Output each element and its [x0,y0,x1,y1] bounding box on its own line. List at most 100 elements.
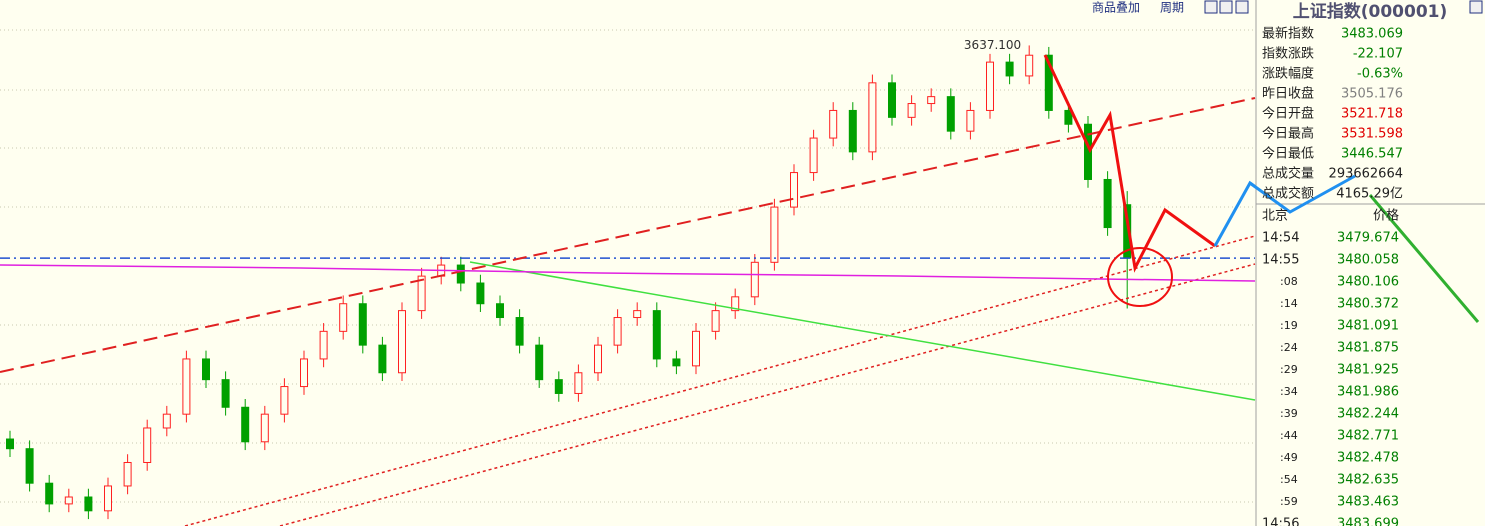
candle-body [888,82,896,118]
candle-body [84,496,93,512]
candle-body [966,109,975,132]
icon-button[interactable] [1219,0,1233,14]
candle-body [711,310,720,332]
candle-body [652,310,661,360]
tick-price: 3483.699 [1337,517,1399,526]
peak-annotation: 3637.100 [964,38,1021,52]
tick-time: :29 [1280,363,1298,376]
candle-body [260,413,269,443]
candle-body [907,103,916,118]
quote-value: 4165.29亿 [1336,187,1403,202]
candle-body [339,303,348,332]
candle-body [358,303,367,346]
quote-label: 今日最高 [1262,126,1314,142]
candle-body [319,330,328,360]
tick-time: :19 [1280,319,1298,332]
candle-body [476,282,485,305]
quote-value: 3483.069 [1341,27,1403,42]
candle-body [496,303,504,319]
tick-price: 3480.058 [1337,253,1399,268]
tick-price: 3482.635 [1337,473,1399,488]
candle-body [633,310,642,319]
tick-time: :54 [1280,473,1298,486]
candle-body [1064,109,1073,125]
icon-button[interactable] [1469,0,1483,14]
tick-header: 价格 [1373,208,1399,224]
candle-body [456,264,465,284]
candle-body [398,310,406,374]
candle-body [594,344,602,374]
candle-body [554,379,563,394]
quote-value: -22.107 [1353,47,1403,62]
tick-price: 3481.875 [1337,341,1399,356]
quote-label: 今日最低 [1262,146,1314,162]
arrow-path [1249,174,1356,214]
candle-body [535,344,544,381]
tick-header: 北京 [1262,209,1288,224]
candle-body [6,438,14,450]
tick-price: 3481.925 [1337,363,1399,378]
candle-body [123,461,132,487]
candles [0,45,1255,520]
tick-price: 3482.771 [1337,429,1399,444]
highlight-circle [1107,247,1173,307]
candle-body [692,330,700,367]
candle-body [45,482,54,505]
candle-body [241,406,250,443]
candle-body [1025,54,1034,77]
candle-body [1084,123,1092,180]
icon-button[interactable] [1204,0,1218,14]
candle-body [574,372,583,394]
candle-body [182,358,191,415]
candle-body [280,386,289,415]
tick-price: 3479.674 [1337,231,1399,246]
tick-time: 14:55 [1262,253,1299,268]
toolbar-button[interactable]: 周期 [1160,1,1184,15]
tick-time: :24 [1280,341,1298,354]
candle-body [378,344,387,374]
tick-price: 3483.463 [1337,495,1399,510]
candle-body [986,61,994,111]
candle-body [868,82,877,153]
candle-body [750,261,759,298]
tick-time: :39 [1280,407,1298,420]
tick-time: 14:54 [1262,231,1299,246]
toolbar-button[interactable]: 商品叠加 [1092,0,1140,15]
tick-price: 3482.478 [1337,451,1399,466]
toolbar-icons [1204,0,1483,14]
candle-body [300,358,308,388]
icon-button[interactable] [1235,0,1249,14]
candle-body [1005,61,1014,77]
quote-label: 最新指数 [1262,26,1314,42]
arrow-path [1043,54,1216,273]
quote-value: 293662664 [1329,167,1403,182]
candle-body [515,317,524,346]
candle-body [927,96,936,105]
trendline [184,235,1256,526]
moving-average [0,264,1256,282]
candle-body [1044,54,1053,111]
candle-body [829,109,838,139]
tick-time: :59 [1280,495,1298,508]
quote-label: 指数涨跌 [1262,46,1314,62]
quote-value: 3446.547 [1341,147,1403,162]
candle-body [613,317,622,346]
trendline [279,263,1256,526]
tick-time: :34 [1280,385,1298,398]
quote-label: 总成交量 [1262,166,1314,182]
candle-body [162,413,171,429]
candle-body [809,137,818,174]
candle-body [672,358,681,367]
tick-time: :44 [1280,429,1298,442]
tick-price: 3481.986 [1337,385,1399,400]
side-panel [1256,0,1485,526]
candle-body [221,379,230,408]
candle-body [25,448,34,484]
candle-body [104,485,112,512]
candle-body [1103,178,1112,229]
candle-body [946,96,955,132]
candle-body [143,427,152,463]
quote-value: 3531.598 [1341,127,1403,142]
tick-price: 3481.091 [1337,319,1399,334]
